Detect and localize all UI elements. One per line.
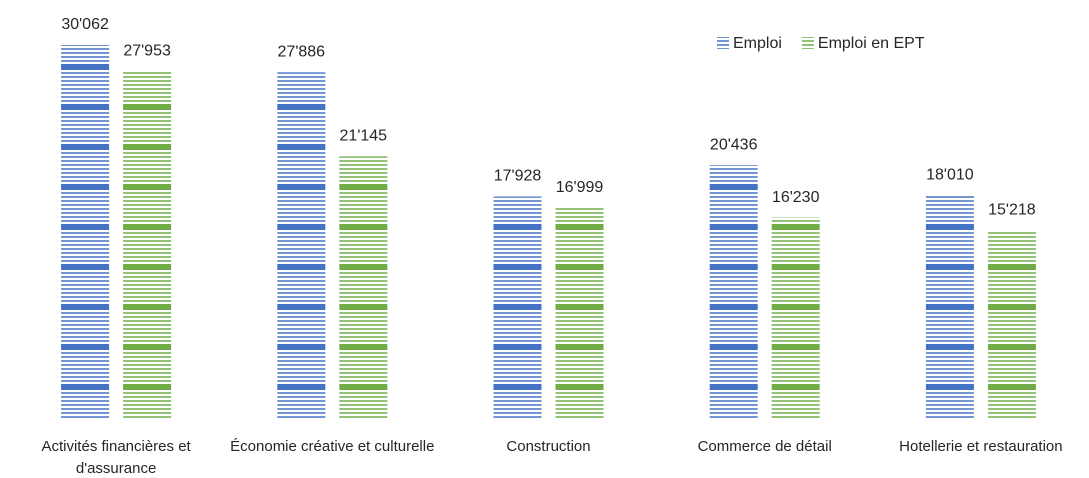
x-tick-label: Activités financières et d'assurance <box>41 438 191 477</box>
legend-swatch <box>801 37 814 49</box>
value-label: 30'062 <box>61 16 109 33</box>
value-label: 16'999 <box>556 179 604 196</box>
value-label: 27'953 <box>123 43 171 60</box>
legend-label: Emploi en EPT <box>818 35 925 52</box>
value-label: 21'145 <box>340 127 388 144</box>
value-label: 27'886 <box>278 43 326 60</box>
legend-label: Emploi <box>733 35 782 52</box>
x-tick-label: Hotellerie et restauration <box>899 438 1063 455</box>
value-label: 17'928 <box>494 168 542 185</box>
bar <box>709 165 758 420</box>
legend-swatch <box>717 37 729 49</box>
bar <box>61 45 110 420</box>
bar <box>493 196 542 420</box>
value-label: 15'218 <box>988 201 1036 218</box>
bar <box>277 72 326 420</box>
value-label: 20'436 <box>710 136 758 153</box>
bar <box>123 71 172 420</box>
bar <box>555 207 604 420</box>
x-tick-label: Économie créative et culturelle <box>230 438 435 455</box>
bar <box>339 156 388 421</box>
bar <box>987 230 1036 420</box>
x-tick-label: Commerce de détail <box>697 438 832 455</box>
x-tick-label: Construction <box>506 438 591 455</box>
bar <box>925 195 974 420</box>
value-label: 18'010 <box>926 167 974 184</box>
bar <box>771 217 820 420</box>
value-label: 16'230 <box>772 189 820 206</box>
